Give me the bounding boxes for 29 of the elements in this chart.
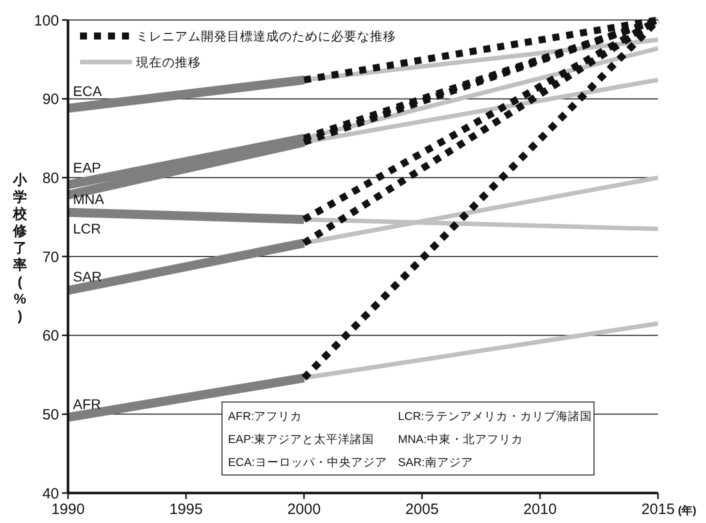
y-tick-label: 100 [34, 12, 59, 30]
x-tick-label: 1995 [169, 501, 203, 518]
legend-label: 現在の推移 [136, 55, 201, 70]
annotation: LCR:ラテンアメリカ・カリブ海諸国 [398, 409, 592, 423]
x-tick-label: 2005 [405, 501, 439, 518]
annotation: ECA:ヨーロッパ・中央アジア [228, 456, 387, 469]
annotation: AFR:アフリカ [228, 411, 302, 423]
y-tick-label: 90 [42, 91, 59, 108]
x-tick-label: 2000 [287, 501, 321, 518]
x-axis-title: (年) [678, 504, 697, 517]
y-tick-label: 50 [42, 406, 59, 424]
annotation: AFR [73, 396, 101, 412]
annotation: MNA [73, 190, 105, 207]
annotation: SAR [73, 268, 102, 284]
annotation: LCR [73, 220, 102, 236]
annotation: ECA [73, 83, 102, 100]
y-tick-label: 70 [42, 248, 59, 266]
legend-label: ミレニアム開発目標達成のために必要な推移 [136, 29, 396, 44]
x-tick-label: 1990 [51, 501, 85, 518]
y-tick-label: 80 [42, 170, 59, 187]
annotation: SAR:南アジア [398, 456, 473, 469]
text: 小学校修了率(%) [13, 172, 27, 324]
y-tick-label: 40 [42, 485, 59, 502]
y-tick-label: 60 [42, 328, 59, 345]
annotation: MNA:中東・北アフリカ [398, 433, 523, 446]
x-tick-label: 2010 [523, 501, 557, 518]
annotation: EAP:東アジアと太平洋諸国 [228, 433, 374, 446]
annotation: EAP [73, 160, 102, 176]
x-tick-label: 2015 [641, 501, 675, 518]
